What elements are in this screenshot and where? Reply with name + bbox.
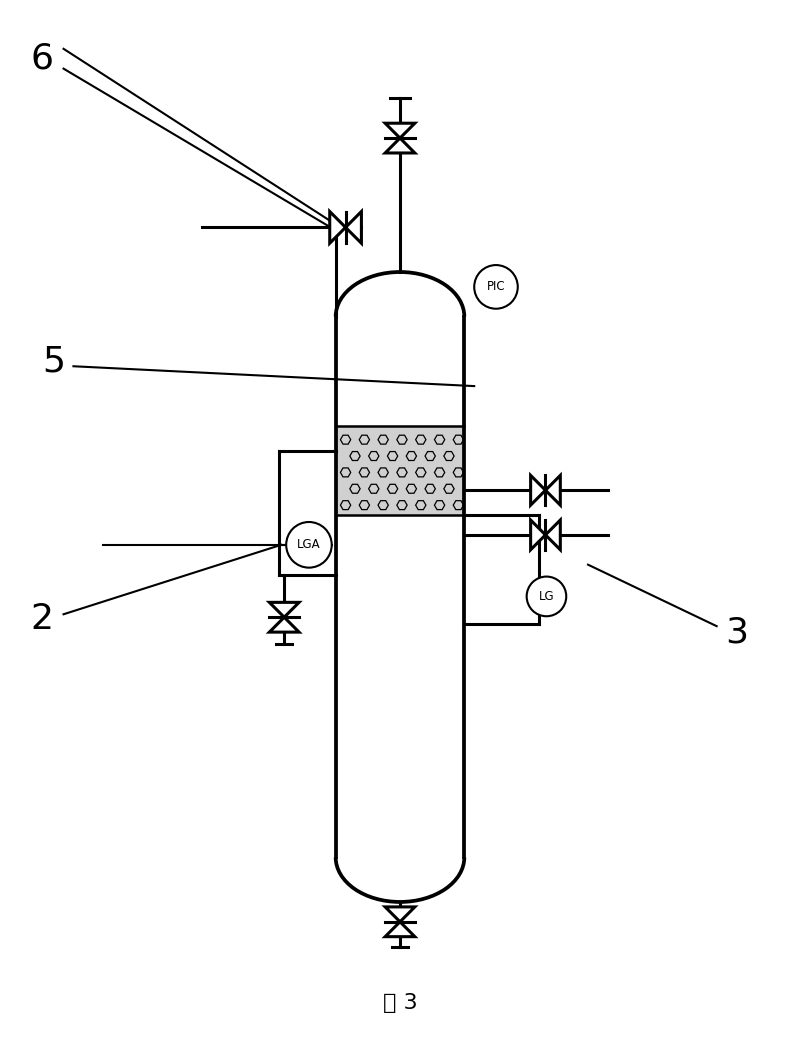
Text: LG: LG: [538, 590, 554, 603]
Polygon shape: [385, 907, 415, 922]
Polygon shape: [530, 475, 546, 505]
Polygon shape: [346, 211, 362, 243]
Circle shape: [526, 577, 566, 617]
Polygon shape: [270, 602, 299, 618]
Polygon shape: [546, 475, 560, 505]
Circle shape: [286, 522, 332, 567]
Polygon shape: [546, 520, 560, 550]
Polygon shape: [270, 618, 299, 632]
Polygon shape: [330, 211, 346, 243]
Polygon shape: [530, 520, 546, 550]
Text: 3: 3: [725, 616, 748, 649]
Circle shape: [474, 265, 518, 308]
Text: 图 3: 图 3: [382, 993, 418, 1014]
Text: 6: 6: [30, 42, 54, 75]
Text: LGA: LGA: [297, 538, 321, 552]
Text: 2: 2: [30, 602, 54, 636]
Polygon shape: [385, 922, 415, 936]
Polygon shape: [385, 123, 415, 138]
Bar: [336, 425, 464, 515]
Polygon shape: [385, 138, 415, 153]
Text: 5: 5: [42, 344, 65, 378]
Text: PIC: PIC: [486, 280, 506, 294]
